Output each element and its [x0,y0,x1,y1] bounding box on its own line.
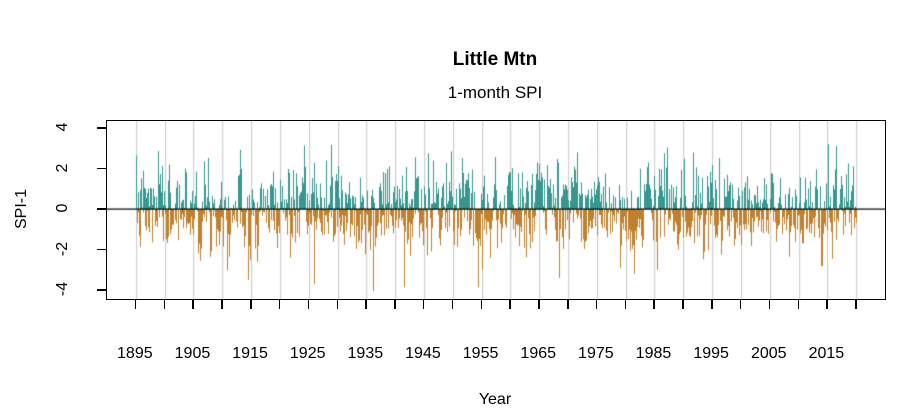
x-axis-tick [797,300,800,309]
x-axis-tick-label: 1935 [347,345,384,362]
x-axis-tick [826,300,828,309]
y-axis-tick [97,167,106,169]
x-axis-tick [768,300,771,309]
x-axis-tick [739,300,742,309]
x-axis-tick-label: 1955 [462,345,499,362]
x-axis-tick-label: 1925 [289,345,326,362]
y-axis-tick-label: 0 [54,203,71,213]
x-axis-tick [855,300,857,309]
chart-subtitle: 1-month SPI [447,83,543,102]
x-axis-tick-label: 2015 [808,345,845,362]
x-axis-tick [221,300,223,309]
x-axis-tick [307,300,310,309]
x-axis-tick [538,300,540,309]
x-axis-tick [624,300,627,309]
y-axis-tick-label: -2 [54,241,71,256]
x-axis-tick [451,300,454,309]
y-axis-tick [97,248,106,250]
y-axis-tick-label: 4 [54,122,71,132]
x-axis-tick [509,300,511,309]
plot-area [106,120,886,300]
x-axis-tick [250,300,252,309]
x-axis-tick [278,300,281,309]
x-axis-tick-label: 1965 [520,345,557,362]
x-axis-tick-label: 1905 [174,345,211,362]
x-axis-tick [682,300,684,309]
x-axis-tick [365,300,367,309]
y-axis-tick [97,127,106,129]
x-axis-tick-label: 1975 [578,345,614,362]
x-axis-tick-label: 1915 [232,345,268,362]
spi-series-canvas [107,121,885,299]
x-axis-tick [336,300,339,309]
x-axis-tick [480,300,483,309]
x-axis-tick-label: 2005 [750,345,787,362]
x-axis-tick [394,300,396,309]
x-axis-tick-label: 1995 [693,345,729,362]
x-axis-title: Year [478,391,512,408]
y-axis-tick [97,289,106,291]
y-axis-title: SPI-1 [13,188,30,230]
y-axis-tick-label: 2 [54,163,71,172]
x-axis-tick [163,300,166,309]
x-axis-tick [595,300,598,309]
x-axis-tick [192,300,194,309]
x-axis-tick [711,300,713,309]
x-axis-tick [653,300,655,309]
x-axis-tick [567,300,569,309]
y-axis-tick-label: -4 [54,281,71,297]
chart-title: Little Mtn [452,49,538,70]
x-axis-tick-label: 1985 [635,345,672,362]
x-axis-tick-label: 1945 [405,345,441,362]
x-axis-tick-label: 1895 [117,345,153,362]
y-axis-tick [97,208,106,210]
x-axis-tick [422,300,425,309]
x-axis-tick [134,300,137,309]
